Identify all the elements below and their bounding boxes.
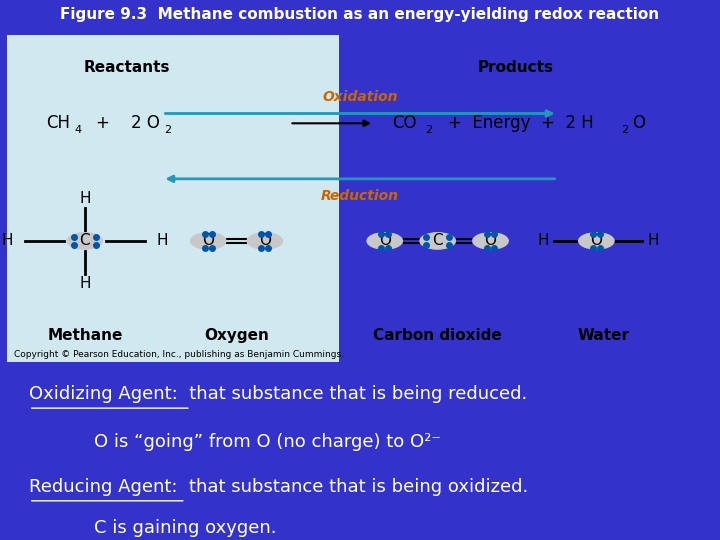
Text: +  Energy  +  2 H: + Energy + 2 H — [448, 114, 594, 132]
Circle shape — [67, 233, 102, 249]
Text: H: H — [1, 233, 13, 248]
Text: H: H — [538, 233, 549, 248]
Text: Reduction: Reduction — [321, 188, 399, 202]
Text: C: C — [79, 233, 90, 248]
Text: C is gaining oxygen.: C is gaining oxygen. — [94, 518, 276, 537]
Text: Oxidation: Oxidation — [323, 90, 397, 104]
Text: O: O — [258, 233, 271, 248]
Text: 2: 2 — [164, 125, 171, 135]
Circle shape — [579, 233, 614, 249]
Text: Copyright © Pearson Education, Inc., publishing as Benjamin Cummings.: Copyright © Pearson Education, Inc., pub… — [14, 349, 344, 359]
Text: H: H — [157, 233, 168, 248]
Text: H: H — [647, 233, 659, 248]
Text: H: H — [79, 276, 91, 291]
Text: Oxidizing Agent:  that substance that is being reduced.: Oxidizing Agent: that substance that is … — [29, 385, 527, 403]
Text: O: O — [631, 114, 644, 132]
Circle shape — [473, 233, 508, 249]
Text: Reactants: Reactants — [84, 60, 171, 75]
Circle shape — [191, 233, 226, 249]
Text: +: + — [96, 114, 109, 132]
Text: Carbon dioxide: Carbon dioxide — [373, 328, 502, 343]
Text: 2: 2 — [621, 125, 628, 135]
Text: Figure 9.3  Methane combustion as an energy-yielding redox reaction: Figure 9.3 Methane combustion as an ener… — [60, 8, 660, 22]
Text: C: C — [432, 233, 443, 248]
Text: O: O — [590, 233, 603, 248]
Text: Reducing Agent:  that substance that is being oxidized.: Reducing Agent: that substance that is b… — [29, 477, 528, 496]
Text: O: O — [379, 233, 391, 248]
Text: 4: 4 — [74, 125, 81, 135]
Circle shape — [247, 233, 282, 249]
Text: 2 O: 2 O — [130, 114, 160, 132]
Text: Water: Water — [577, 328, 629, 343]
Text: Oxygen: Oxygen — [204, 328, 269, 343]
Circle shape — [367, 233, 402, 249]
Text: O: O — [202, 233, 215, 248]
Circle shape — [420, 233, 455, 249]
Text: CH: CH — [46, 114, 70, 132]
Text: H: H — [79, 191, 91, 206]
Text: 2: 2 — [426, 125, 433, 135]
Text: CO: CO — [392, 114, 416, 132]
FancyBboxPatch shape — [7, 35, 339, 362]
Text: O: O — [485, 233, 497, 248]
Text: O is “going” from O (no charge) to O²⁻: O is “going” from O (no charge) to O²⁻ — [94, 433, 441, 451]
Text: Methane: Methane — [47, 328, 122, 343]
Text: Products: Products — [477, 60, 553, 75]
